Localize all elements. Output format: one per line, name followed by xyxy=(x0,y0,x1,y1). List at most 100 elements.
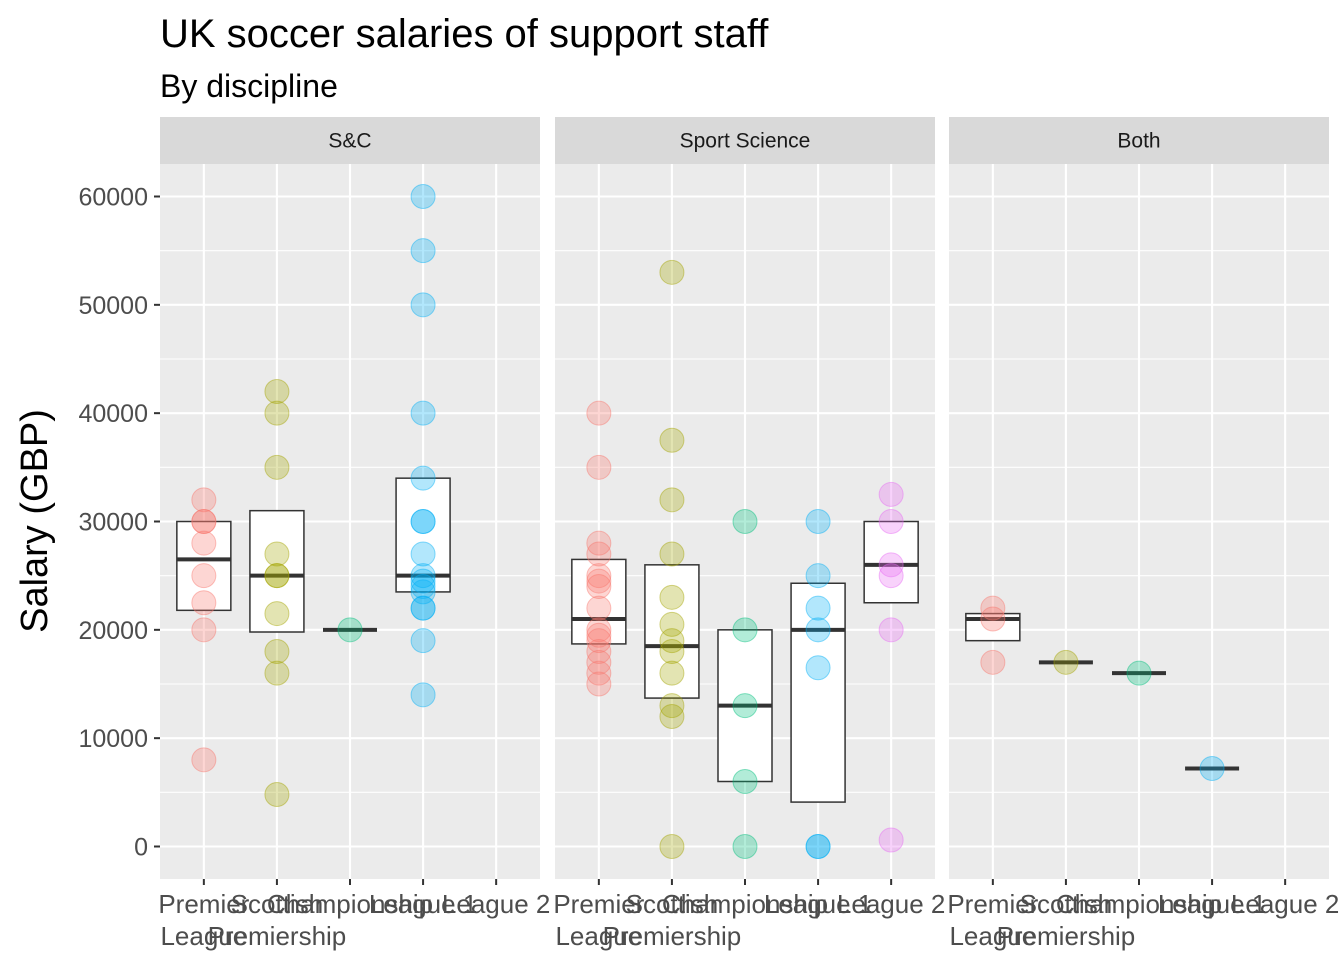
data-point xyxy=(878,552,904,578)
data-point xyxy=(878,827,904,853)
x-tick-label: Scottish Premiership xyxy=(997,889,1136,951)
box xyxy=(176,520,232,612)
x-tick-label-line: League 1 xyxy=(1158,889,1266,919)
data-point xyxy=(659,660,685,686)
data-point xyxy=(586,622,612,648)
facet-strip xyxy=(555,117,935,164)
data-point xyxy=(191,487,217,513)
data-point xyxy=(586,639,612,664)
data-point xyxy=(264,601,290,627)
facet-strip-label: S&C xyxy=(328,130,371,153)
facet-strip xyxy=(949,117,1329,164)
data-point xyxy=(410,563,436,589)
data-point xyxy=(410,595,436,621)
y-tick-label: 40000 xyxy=(78,400,148,428)
chart-title: UK soccer salaries of support staff xyxy=(160,12,769,56)
data-point xyxy=(586,660,612,686)
data-point xyxy=(586,454,612,480)
y-tick-label: 50000 xyxy=(78,292,148,320)
x-tick-label-line: Championship xyxy=(267,889,433,919)
x-tick-label: Scottish Premiership xyxy=(208,889,347,951)
data-point xyxy=(191,530,217,556)
data-point xyxy=(410,292,436,318)
x-tick-label: Premier League xyxy=(947,889,1038,951)
data-point xyxy=(410,574,436,599)
data-point xyxy=(586,568,612,594)
data-point xyxy=(980,649,1006,675)
data-point xyxy=(264,782,290,807)
y-axis: 0 10000 20000 30000 40000 50000 60000 xyxy=(78,184,160,862)
data-point xyxy=(805,834,831,859)
x-tick-label-line: Premiership xyxy=(208,921,347,951)
x-tick-label-line: Championship xyxy=(662,889,828,919)
data-point xyxy=(586,595,612,621)
x-tick-label: League 2 xyxy=(837,889,945,919)
x-tick-label: League 1 xyxy=(1158,889,1266,919)
data-point xyxy=(980,595,1006,621)
data-point xyxy=(410,682,436,708)
x-tick-label-line: League xyxy=(160,921,247,951)
data-point xyxy=(410,509,436,534)
data-point xyxy=(410,595,436,621)
x-tick-label: Premier League xyxy=(553,889,644,951)
y-axis-label: Salary (GBP) xyxy=(14,409,56,633)
y-tick-label: 10000 xyxy=(78,725,148,753)
data-point xyxy=(659,639,685,664)
data-point xyxy=(659,704,685,729)
data-point xyxy=(264,660,290,686)
data-point xyxy=(191,509,217,534)
data-point xyxy=(878,509,904,534)
box xyxy=(790,582,846,803)
box xyxy=(395,477,451,593)
data-point xyxy=(1126,660,1152,686)
data-point xyxy=(659,259,685,285)
x-tick-label-line: League xyxy=(949,921,1036,951)
data-point xyxy=(732,693,758,719)
chart-subtitle: By discipline xyxy=(160,68,338,104)
data-point xyxy=(805,509,831,534)
data-point xyxy=(410,541,436,567)
data-point xyxy=(264,563,290,589)
data-point xyxy=(586,541,612,567)
x-tick-label-line: Scottish xyxy=(1020,889,1113,919)
x-tick-label-line: League xyxy=(555,921,642,951)
data-point xyxy=(191,590,217,616)
data-point xyxy=(805,595,831,621)
data-point xyxy=(980,606,1006,632)
data-point xyxy=(586,574,612,599)
x-tick-label: Championship xyxy=(662,889,828,919)
data-point xyxy=(410,238,436,264)
data-point xyxy=(659,834,685,859)
x-tick-label-line: Championship xyxy=(1056,889,1222,919)
x-tick-label-line: League 2 xyxy=(837,889,945,919)
data-point xyxy=(659,487,685,513)
data-point xyxy=(586,617,612,643)
data-point xyxy=(586,671,612,697)
data-point xyxy=(586,400,612,426)
facet-strip xyxy=(160,117,540,164)
data-point xyxy=(586,649,612,675)
data-point xyxy=(805,563,831,589)
data-point xyxy=(586,563,612,589)
x-tick-label-line: League 1 xyxy=(764,889,872,919)
data-point xyxy=(264,400,290,426)
data-point xyxy=(878,481,904,507)
x-tick-label-line: Premier xyxy=(158,889,249,919)
data-point xyxy=(586,628,612,654)
data-point xyxy=(659,584,685,610)
data-point xyxy=(878,563,904,589)
data-point xyxy=(659,541,685,567)
data-point xyxy=(410,400,436,426)
box xyxy=(863,520,919,604)
x-tick-label-line: Premier xyxy=(947,889,1038,919)
data-point xyxy=(659,427,685,453)
data-point xyxy=(410,568,436,594)
x-tick-label-line: Premiership xyxy=(997,921,1136,951)
data-point xyxy=(191,617,217,643)
data-point xyxy=(264,639,290,664)
y-tick-label: 20000 xyxy=(78,617,148,645)
